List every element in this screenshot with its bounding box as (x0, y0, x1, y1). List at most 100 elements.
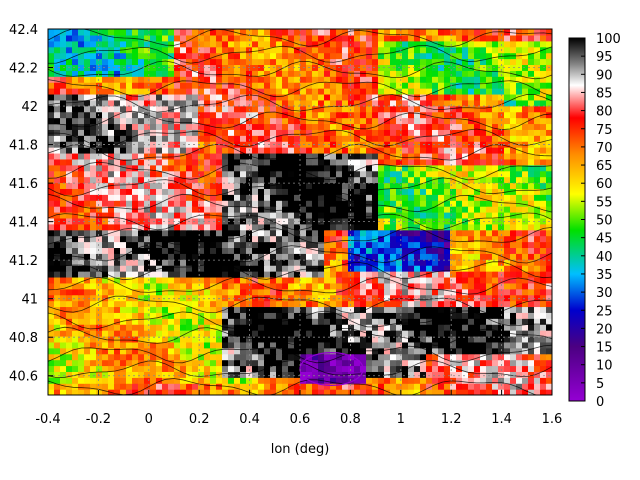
heat-cell (468, 147, 475, 154)
heat-cell (150, 217, 157, 225)
heat-cell (444, 52, 451, 60)
heat-cell (324, 253, 331, 260)
heat-cell (48, 288, 55, 296)
heat-cell (330, 265, 337, 272)
heat-cell (186, 324, 193, 331)
heat-cell (54, 182, 61, 189)
heat-cell (222, 288, 229, 296)
heat-cell (546, 389, 552, 395)
heat-cell (180, 294, 187, 302)
heat-cell (198, 282, 205, 290)
heat-cell (216, 117, 223, 125)
heat-cell (288, 353, 295, 361)
heat-cell (396, 383, 403, 390)
heat-cell (246, 330, 253, 337)
heat-cell (534, 212, 541, 219)
heat-cell (366, 377, 373, 384)
heat-cell (444, 389, 451, 395)
heat-cell (480, 377, 487, 384)
heat-cell (420, 176, 427, 184)
heat-cell (288, 377, 295, 384)
heat-cell (510, 152, 517, 160)
heat-cell (384, 294, 391, 302)
heat-cell (198, 265, 205, 272)
heat-cell (138, 99, 145, 107)
heat-cell (498, 188, 505, 195)
heat-cell (66, 111, 73, 119)
heat-cell (216, 271, 223, 278)
heat-cell (408, 76, 415, 83)
heat-cell (318, 52, 325, 60)
heat-cell (138, 259, 145, 266)
heat-cell (324, 46, 331, 54)
heat-cell (288, 123, 295, 130)
heat-cell (228, 76, 235, 83)
heat-cell (516, 389, 523, 395)
heat-cell (300, 123, 307, 130)
heat-cell (108, 76, 115, 83)
heat-cell (276, 276, 283, 284)
heat-cell (420, 117, 427, 125)
heat-cell (474, 129, 481, 136)
heat-cell (102, 318, 109, 325)
heat-cell (264, 217, 271, 225)
heat-cell (426, 147, 433, 154)
heat-cell (384, 111, 391, 119)
heat-cell (138, 276, 145, 284)
heat-cell (516, 212, 523, 219)
heat-cell (294, 306, 301, 313)
heat-cell (540, 170, 547, 178)
heat-cell (396, 341, 403, 349)
heat-cell (438, 194, 445, 201)
heat-cell (222, 158, 229, 166)
heat-cell (132, 294, 139, 302)
heat-cell (348, 46, 355, 54)
heat-cell (192, 170, 199, 178)
heat-cell (234, 371, 241, 378)
heat-cell (204, 182, 211, 189)
heat-cell (354, 324, 361, 331)
heat-cell (96, 105, 103, 113)
heat-cell (102, 152, 109, 160)
heat-cell (114, 288, 121, 296)
heat-cell (288, 341, 295, 349)
heat-cell (66, 158, 73, 166)
heat-cell (186, 105, 193, 113)
heat-cell (348, 188, 355, 195)
heat-cell (258, 223, 265, 231)
heat-cell (144, 123, 151, 130)
heat-cell (168, 129, 175, 136)
heat-cell (408, 123, 415, 130)
heat-cell (180, 229, 187, 237)
heat-cell (240, 93, 247, 101)
heat-cell (360, 235, 367, 243)
heat-cell (330, 330, 337, 337)
heat-cell (354, 82, 361, 89)
heat-cell (336, 76, 343, 83)
heat-cell (546, 123, 552, 130)
heat-cell (306, 383, 313, 390)
heat-cell (378, 194, 385, 201)
heat-cell (264, 330, 271, 337)
heat-cell (522, 46, 529, 54)
heat-cell (222, 176, 229, 184)
heat-cell (210, 76, 217, 83)
heat-cell (180, 341, 187, 349)
heat-cell (456, 182, 463, 189)
heat-cell (336, 318, 343, 325)
heat-cell (174, 141, 181, 148)
heat-cell (288, 306, 295, 313)
heat-cell (114, 377, 121, 384)
heat-cell (252, 117, 259, 125)
heat-cell (114, 46, 121, 54)
heat-cell (192, 82, 199, 89)
heat-cell (96, 235, 103, 243)
heat-cell (252, 188, 259, 195)
heat-cell (312, 271, 319, 278)
heat-cell (324, 217, 331, 225)
heat-cell (210, 271, 217, 278)
heat-cell (264, 235, 271, 243)
heat-cell (534, 241, 541, 249)
heat-cell (324, 223, 331, 231)
heat-cell (156, 111, 163, 119)
